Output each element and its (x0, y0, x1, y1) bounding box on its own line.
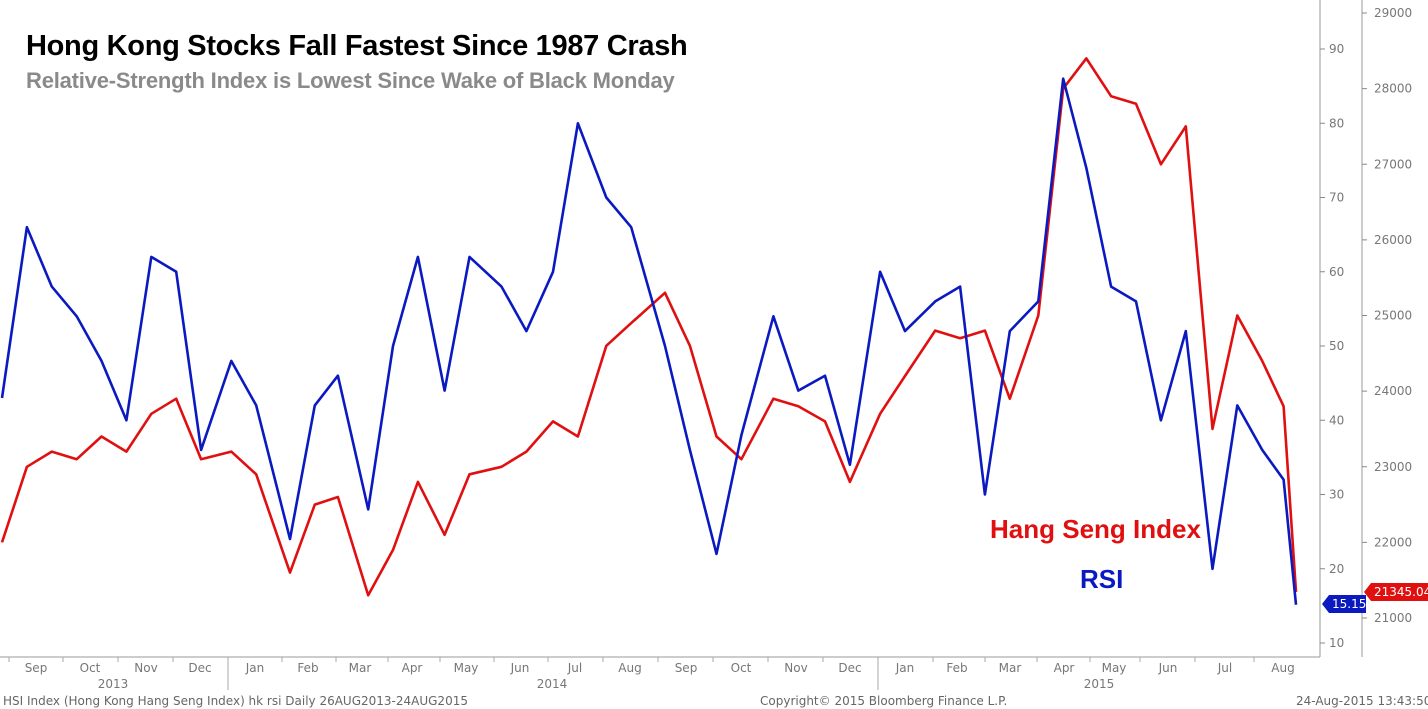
x-axis-month-label: Sep (25, 661, 48, 675)
x-axis-month-label: Nov (784, 661, 807, 675)
price-axis-tick-label: 26000 (1374, 233, 1412, 247)
rsi-axis-tick-label: 70 (1329, 191, 1344, 205)
price-axis-tick-label: 27000 (1374, 157, 1412, 171)
rsi-axis-tick-label: 50 (1329, 339, 1344, 353)
x-axis-month-label: May (454, 661, 479, 675)
x-axis-year-label: 2013 (98, 677, 129, 691)
x-axis-month-label: Aug (618, 661, 641, 675)
x-axis-year-label: 2015 (1084, 677, 1115, 691)
hsi-last-value-badge: 21345.04 (1364, 583, 1428, 601)
price-axis-tick-label: 28000 (1374, 82, 1412, 96)
price-axis-tick-label: 21000 (1374, 611, 1412, 625)
rsi-axis-tick-label: 60 (1329, 265, 1344, 279)
hang-seng-index-line (0, 57, 1298, 597)
x-axis-month-label: Jan (245, 661, 265, 675)
x-axis-month-label: Mar (999, 661, 1022, 675)
rsi-axis-tick-label: 40 (1329, 413, 1344, 427)
footer-timestamp: 24-Aug-2015 13:43:50 (1296, 694, 1428, 708)
footer-copyright: Copyright© 2015 Bloomberg Finance L.P. (760, 694, 1008, 708)
x-axis-month-label: Jul (1217, 661, 1232, 675)
svg-text:15.15: 15.15 (1332, 597, 1366, 611)
rsi-axis-tick-label: 90 (1329, 42, 1344, 56)
rsi-axis-tick-label: 80 (1329, 116, 1344, 130)
legend-rsi: RSI (1080, 564, 1123, 594)
x-axis-month-label: Nov (134, 661, 157, 675)
price-axis-tick-label: 25000 (1374, 309, 1412, 323)
x-axis-month-label: Jun (510, 661, 530, 675)
x-axis-month-label: Jun (1158, 661, 1178, 675)
chart-title: Hong Kong Stocks Fall Fastest Since 1987… (26, 30, 688, 62)
x-axis-month-label: Oct (731, 661, 752, 675)
x-axis-month-label: Apr (402, 661, 423, 675)
x-axis-month-label: Feb (297, 661, 318, 675)
x-axis-month-label: Dec (188, 661, 211, 675)
x-axis-month-label: Jan (895, 661, 915, 675)
x-axis-month-label: Aug (1271, 661, 1294, 675)
x-axis-month-label: Sep (675, 661, 698, 675)
x-axis-month-label: Jul (567, 661, 582, 675)
price-axis-tick-label: 22000 (1374, 535, 1412, 549)
price-axis-tick-label: 24000 (1374, 384, 1412, 398)
legend-hang-seng-index: Hang Seng Index (990, 514, 1201, 544)
x-axis-month-label: Mar (349, 661, 372, 675)
rsi-last-value-badge: 15.15 (1322, 595, 1366, 613)
x-axis-month-label: May (1102, 661, 1127, 675)
x-axis-month-label: Oct (80, 661, 101, 675)
x-axis-month-label: Dec (838, 661, 861, 675)
footer-source: HSI Index (Hong Kong Hang Seng Index) hk… (3, 694, 468, 708)
x-axis-month-label: Feb (946, 661, 967, 675)
rsi-axis-tick-label: 30 (1329, 488, 1344, 502)
price-axis-tick-label: 29000 (1374, 6, 1412, 20)
svg-text:21345.04: 21345.04 (1374, 585, 1428, 599)
chart-subtitle: Relative-Strength Index is Lowest Since … (26, 68, 675, 93)
x-axis-year-label: 2014 (537, 677, 568, 691)
price-axis-tick-label: 23000 (1374, 460, 1412, 474)
rsi-axis-tick-label: 10 (1329, 636, 1344, 650)
rsi-line (0, 77, 1298, 605)
rsi-axis-tick-label: 20 (1329, 562, 1344, 576)
x-axis-month-label: Apr (1054, 661, 1075, 675)
